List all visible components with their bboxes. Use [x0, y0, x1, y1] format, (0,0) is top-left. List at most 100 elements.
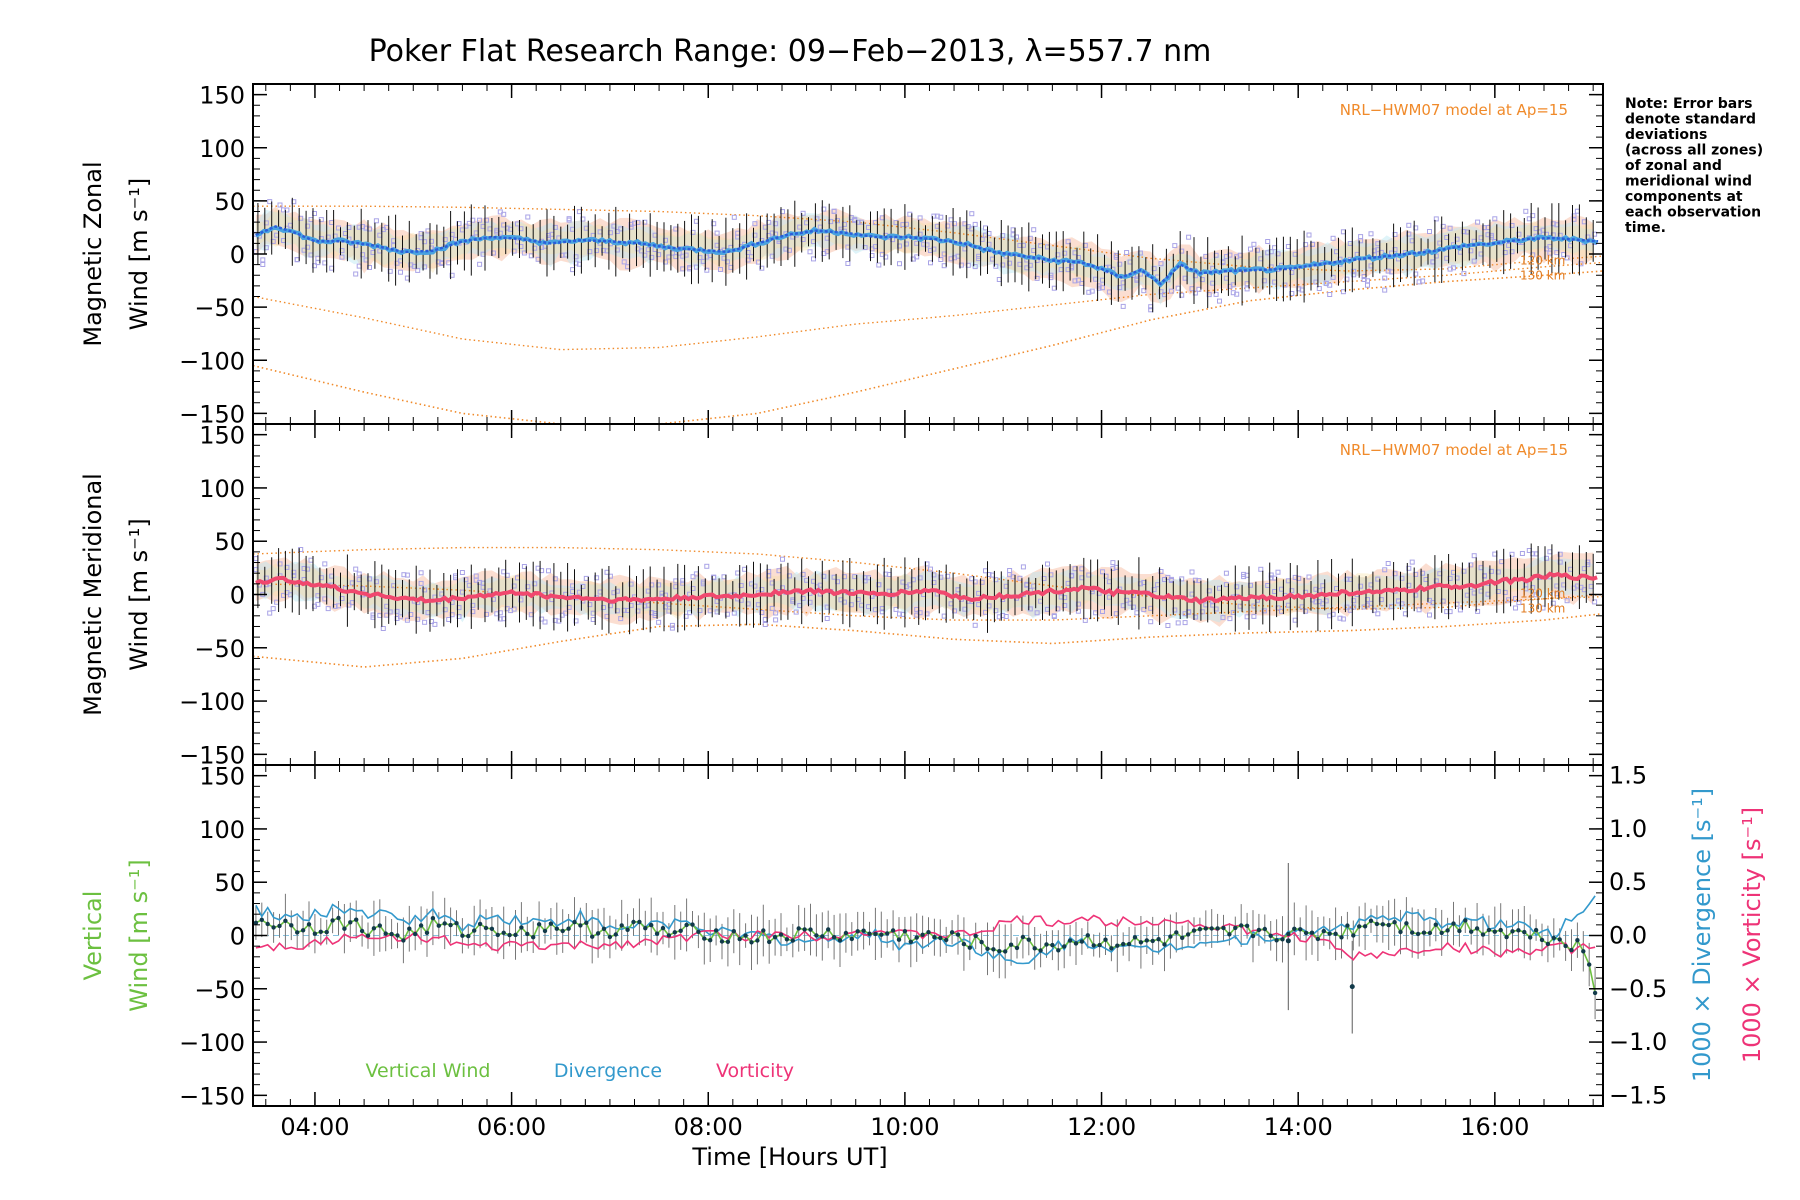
zone-point: [284, 207, 290, 213]
zone-point: [876, 582, 882, 588]
zone-point: [1151, 587, 1157, 593]
zone-point: [752, 232, 758, 238]
zone-point: [917, 610, 923, 616]
x-tick-label: 06:00: [477, 1113, 546, 1141]
vertical-wind-point: [395, 933, 400, 938]
vertical-wind-point: [1303, 930, 1309, 936]
vertical-wind-point: [1038, 948, 1043, 953]
zone-point: [759, 265, 765, 271]
vertical-wind-point: [902, 929, 908, 934]
vertical-wind-point: [507, 932, 512, 938]
divergence-line: [255, 895, 1596, 965]
zone-point: [1124, 250, 1130, 255]
zone-point: [780, 556, 785, 562]
zone-point: [281, 207, 286, 213]
vertical-wind-point: [1126, 941, 1132, 947]
vertical-wind-point: [1115, 943, 1120, 948]
y-tick-label: −150: [179, 1082, 245, 1110]
zone-point: [1141, 607, 1147, 613]
zone-point: [1086, 289, 1092, 295]
zone-point: [318, 575, 324, 581]
vertical-wind-point: [1298, 927, 1303, 932]
vertical-wind-point: [1280, 937, 1285, 942]
vertical-wind-point: [572, 919, 577, 925]
vertical-wind-point: [1103, 937, 1108, 942]
model-label: NRL−HWM07 model at Ap=15: [1340, 441, 1568, 459]
zone-point: [811, 256, 816, 262]
y-tick-label: 50: [214, 869, 245, 897]
vertical-wind-point: [890, 928, 896, 933]
zone-point: [1351, 272, 1357, 278]
vertical-wind-point: [566, 926, 571, 931]
vertical-wind-point: [1150, 938, 1155, 944]
vertical-wind-point: [442, 921, 447, 926]
vertical-wind-point: [725, 939, 731, 944]
outlier-point: [1285, 938, 1291, 944]
zone-point: [1082, 617, 1088, 623]
zone-point: [1075, 277, 1081, 283]
zone-point: [1034, 610, 1040, 616]
zone-point: [583, 575, 589, 581]
vertical-wind-point: [348, 920, 353, 925]
zone-point: [618, 616, 624, 622]
zone-point: [1306, 232, 1312, 238]
zone-point: [752, 221, 758, 227]
vertical-wind-point: [1592, 990, 1598, 996]
vertical-wind-point: [979, 939, 984, 945]
zone-point: [893, 606, 899, 612]
zone-point: [1368, 231, 1374, 237]
zone-point: [690, 574, 696, 580]
vertical-wind-point: [436, 923, 441, 928]
vertical-wind-point: [1333, 931, 1338, 936]
zone-point: [1509, 249, 1515, 255]
vertical-wind-point: [666, 933, 672, 938]
zone-point: [993, 263, 999, 269]
zone-point: [731, 214, 737, 220]
zone-point: [1392, 247, 1398, 253]
zone-point: [477, 261, 483, 267]
vertical-wind-point: [926, 930, 931, 935]
y2-tick-label: −1.0: [1609, 1028, 1667, 1056]
zone-point: [1519, 551, 1525, 556]
vertical-wind-point: [955, 932, 961, 937]
vertical-wind-point: [637, 919, 642, 925]
vertical-wind-point: [1262, 926, 1268, 932]
altitude-label: 120 km: [1520, 254, 1565, 268]
vertical-wind-point: [1197, 927, 1203, 932]
vertical-wind-point: [867, 931, 872, 936]
zone-point: [1351, 598, 1357, 604]
zone-point: [1409, 559, 1415, 565]
vertical-wind-point: [407, 926, 412, 931]
vorticity-line: [255, 914, 1596, 961]
legend-vertical-wind: Vertical Wind: [366, 1060, 491, 1082]
vertical-wind-point: [767, 939, 772, 945]
vertical-wind-point: [1244, 923, 1250, 928]
vertical-wind-point: [501, 930, 506, 935]
zone-point: [1182, 620, 1188, 626]
y-tick-label: −100: [179, 347, 245, 375]
vertical-wind-point: [755, 938, 760, 943]
vertical-wind-point: [672, 930, 677, 935]
vertical-wind-point: [885, 931, 890, 936]
zone-point: [914, 254, 920, 260]
y-axis-title-line1: Vertical: [79, 891, 107, 981]
zone-point: [635, 219, 641, 225]
vertical-wind-point: [619, 923, 624, 928]
zone-point: [380, 626, 386, 631]
zone-point: [459, 570, 465, 575]
zone-point: [1110, 565, 1116, 571]
zone-point: [1327, 282, 1333, 288]
vertical-wind-point: [1144, 938, 1150, 943]
zone-point: [1358, 583, 1364, 589]
zone-point: [1248, 246, 1253, 252]
vertical-wind-point: [259, 917, 264, 922]
plot-area-zonal: [253, 197, 1603, 424]
zone-point: [1399, 575, 1405, 581]
zone-point: [1168, 288, 1174, 294]
divergence-axis-title: 1000 × Divergence [s⁻¹]: [1688, 788, 1716, 1082]
vertical-wind-point: [814, 933, 819, 938]
zone-point: [277, 561, 283, 567]
zone-point: [1234, 584, 1240, 590]
zone-point: [277, 202, 283, 208]
vertical-wind-point: [1221, 925, 1226, 931]
